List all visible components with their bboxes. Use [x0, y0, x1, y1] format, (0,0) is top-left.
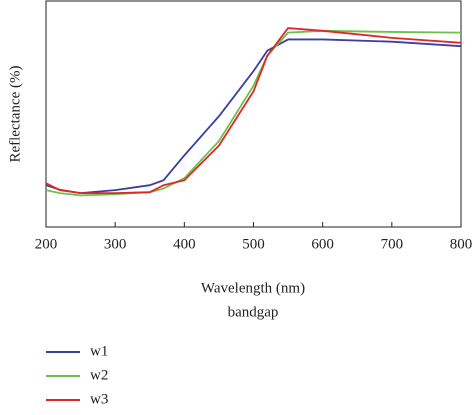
x-axis-label: Wavelength (nm) — [201, 280, 305, 296]
x-tick-label: 200 — [35, 236, 58, 252]
legend-label: w1 — [90, 343, 108, 359]
x-tick-label: 400 — [173, 236, 196, 252]
x-tick-label: 600 — [311, 236, 334, 252]
subtitle: bandgap — [228, 304, 279, 320]
y-axis-label: Reflectance (%) — [7, 65, 23, 162]
x-tick-label: 500 — [242, 236, 265, 252]
legend-label: w2 — [90, 367, 108, 383]
series-line — [45, 29, 462, 197]
x-tick-label: 700 — [381, 236, 404, 252]
legend-label: w3 — [90, 391, 108, 407]
x-tick-label: 800 — [450, 236, 473, 252]
series-line — [45, 27, 462, 194]
series-line — [45, 38, 462, 195]
x-tick-label: 300 — [104, 236, 127, 252]
